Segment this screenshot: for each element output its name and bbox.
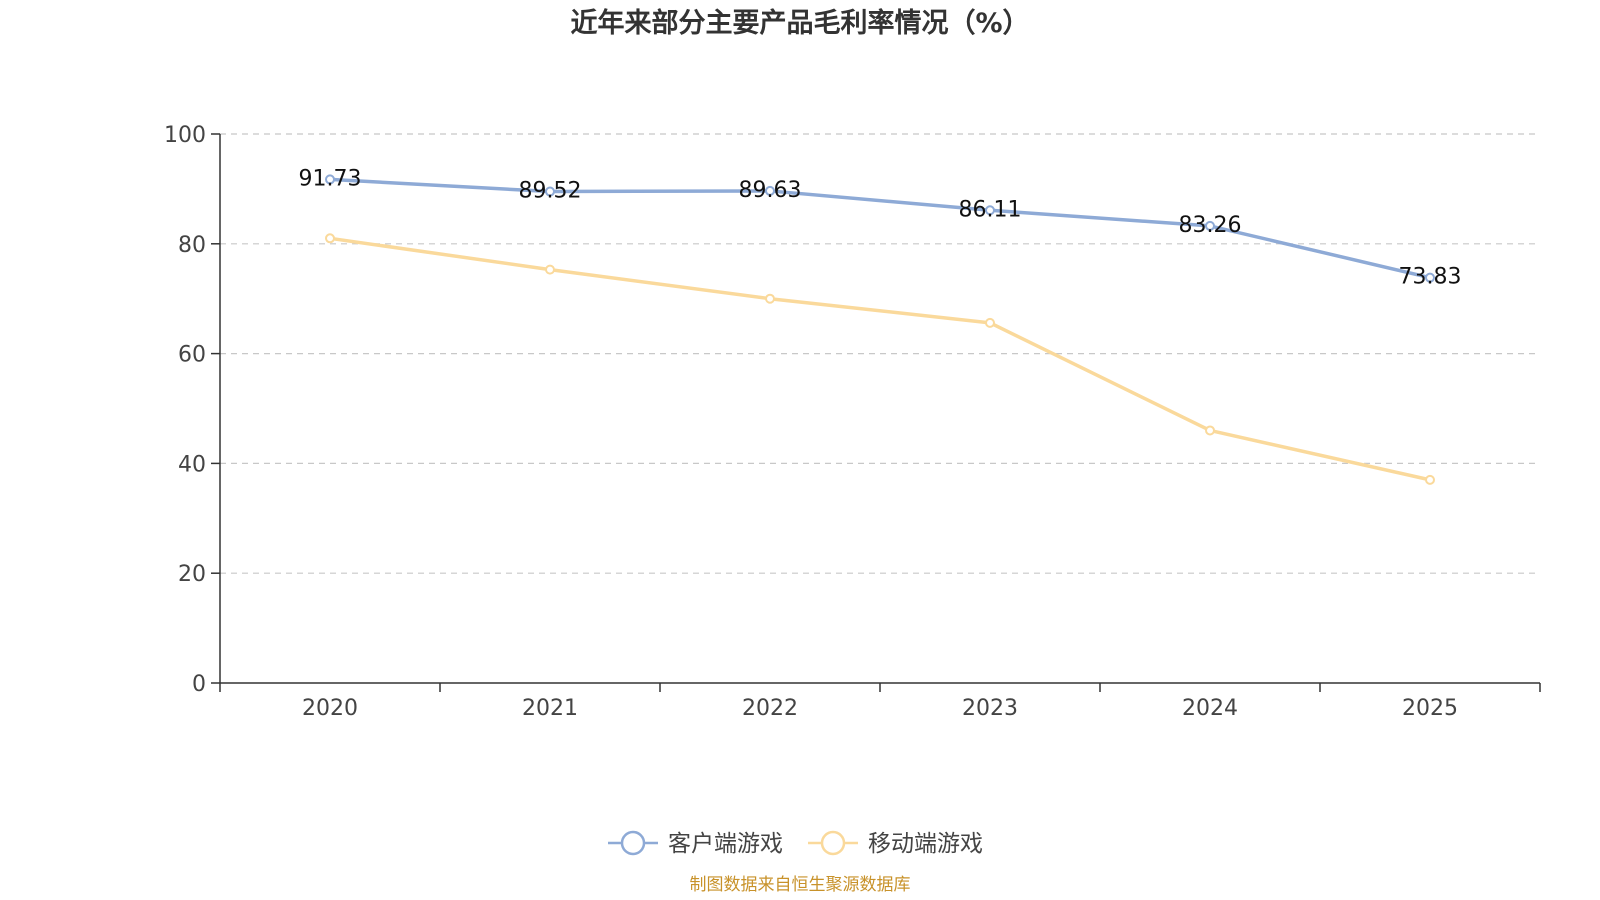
data-point[interactable]: [1205, 425, 1215, 436]
data-label: 89.63: [739, 178, 802, 203]
data-point[interactable]: [765, 293, 775, 304]
series-line-0: [328, 177, 1432, 280]
x-tick-label: 2020: [302, 696, 358, 721]
legend-item-1[interactable]: 移动端游戏: [808, 830, 983, 857]
x-tick-label: 2024: [1182, 696, 1238, 721]
y-tick-label: 60: [178, 343, 206, 368]
series-lines: [325, 174, 1435, 485]
legend-swatch-icon: [820, 830, 846, 856]
data-label: 83.26: [1179, 213, 1242, 238]
data-point[interactable]: [325, 233, 335, 244]
chart-title: 近年来部分主要产品毛利率情况（%）: [570, 7, 1029, 39]
data-point[interactable]: [545, 186, 555, 197]
legend-label: 客户端游戏: [668, 831, 783, 857]
y-tick-label: 80: [178, 233, 206, 258]
data-label: 73.83: [1399, 265, 1462, 290]
y-tick-label: 100: [164, 123, 206, 148]
data-point[interactable]: [1425, 474, 1435, 485]
data-point[interactable]: [985, 317, 995, 328]
data-labels: 91.73 89.52 89.63 86.11 83.26 73.83: [299, 166, 1462, 289]
legend[interactable]: 客户端游戏 移动端游戏: [608, 830, 983, 857]
data-label: 89.52: [519, 179, 582, 204]
x-tick-label: 2025: [1402, 696, 1458, 721]
data-point[interactable]: [325, 174, 335, 185]
data-point[interactable]: [985, 205, 995, 216]
x-tick-label: 2023: [962, 696, 1018, 721]
axes: 0 20 40 60 80 100 2020 2021 2022 2023 2024 2025: [164, 123, 1541, 721]
data-point[interactable]: [1205, 220, 1215, 231]
y-tick-label: 0: [192, 672, 206, 697]
x-tick-label: 2021: [522, 696, 578, 721]
y-tick-label: 40: [178, 452, 206, 477]
data-label: 86.11: [959, 197, 1022, 222]
data-label: 91.73: [299, 166, 362, 191]
legend-swatch-icon: [620, 830, 646, 856]
data-point[interactable]: [765, 185, 775, 196]
data-point[interactable]: [545, 264, 555, 275]
gridlines: [220, 133, 1540, 574]
y-tick-label: 20: [178, 562, 206, 587]
x-tick-label: 2022: [742, 696, 798, 721]
source-note: 制图数据来自恒生聚源数据库: [690, 875, 911, 895]
series-line-1: [328, 236, 1432, 482]
legend-label: 移动端游戏: [868, 831, 983, 857]
legend-item-0[interactable]: 客户端游戏: [608, 830, 783, 857]
data-point[interactable]: [1425, 272, 1435, 283]
